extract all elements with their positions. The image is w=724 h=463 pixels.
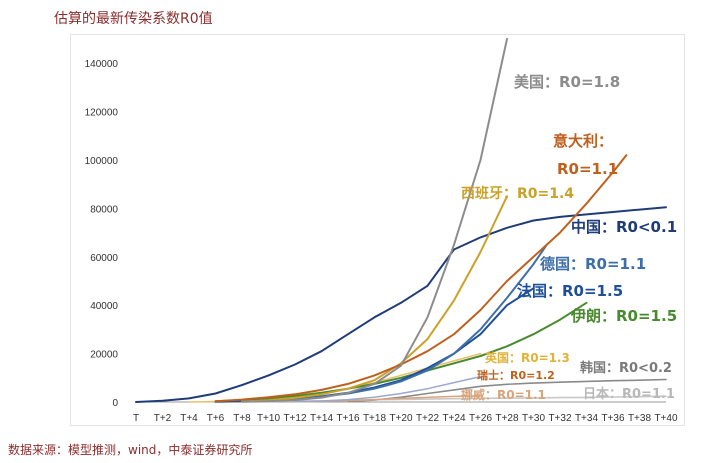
- x-tick-label: T+4: [180, 413, 198, 424]
- series-annotation: 意大利：: [553, 132, 613, 150]
- x-tick-label: T+10: [257, 413, 281, 424]
- x-tick-label: T+36: [601, 413, 625, 424]
- axis-layer: 0 20000 40000 60000 80000 100000 120000 140000 T…: [85, 59, 678, 424]
- x-tick-label: T+12: [283, 413, 307, 424]
- series-line: [347, 378, 667, 403]
- x-tick-label: T+34: [575, 413, 599, 424]
- x-tick-label: T+22: [416, 413, 440, 424]
- y-tick-label: 20000: [90, 350, 118, 361]
- y-tick-label: 140000: [85, 59, 119, 70]
- series-annotation: 韩国：R0<0.2: [580, 360, 672, 376]
- x-tick-label: T+20: [389, 413, 413, 424]
- y-tick-label: 120000: [85, 108, 119, 119]
- y-tick-label: 100000: [85, 156, 119, 167]
- series-annotation: 西班牙：R0=1.4: [461, 185, 574, 202]
- x-tick-label: T+38: [628, 413, 652, 424]
- series-annotation: 法国：R0=1.5: [517, 282, 623, 300]
- series-line: [241, 195, 508, 403]
- x-tick-label: T: [133, 413, 139, 424]
- chart-frame: [70, 34, 685, 426]
- series-line: [294, 375, 482, 403]
- series-annotation: 挪威：R0=1.1: [461, 387, 546, 402]
- label-layer: 美国：R0=1.8 意大利： R0=1.1 西班牙：R0=1.4 中国：R0<0.1 德国…: [461, 73, 677, 402]
- series-annotation: 瑞士：R0=1.2: [477, 368, 555, 382]
- page-title: 估算的最新传染系数R0值: [54, 11, 213, 27]
- x-tick-label: T+30: [522, 413, 546, 424]
- x-tick-label: T+40: [654, 413, 678, 424]
- x-tick-label: T+8: [233, 413, 251, 424]
- y-tick-label: 60000: [90, 253, 118, 264]
- series-annotation: 日本：R0=1.1: [583, 386, 675, 402]
- series-line: [241, 38, 508, 403]
- x-tick-label: T+18: [363, 413, 387, 424]
- y-tick-label: 0: [112, 398, 118, 409]
- x-tick-label: T+16: [336, 413, 360, 424]
- x-tick-label: T+28: [495, 413, 519, 424]
- series-annotation: 德国：R0=1.1: [540, 255, 646, 273]
- x-tick-label: T+14: [310, 413, 334, 424]
- source-note: 数据来源：模型推测，wind，中泰证券研究所: [8, 443, 253, 457]
- x-tick-label: T+26: [469, 413, 493, 424]
- series-annotation: 美国：R0=1.8: [514, 73, 620, 91]
- series-annotation: 伊朗：R0=1.5: [570, 307, 677, 325]
- x-tick-label: T+2: [154, 413, 172, 424]
- series-layer: [135, 38, 667, 403]
- y-tick-label: 80000: [90, 204, 118, 215]
- series-line: [214, 301, 588, 403]
- series-line: [214, 154, 628, 403]
- x-tick-label: T+32: [548, 413, 572, 424]
- series-annotation: 英国：R0=1.3: [485, 350, 570, 365]
- series-line: [135, 206, 667, 403]
- series-annotation: R0=1.1: [557, 160, 618, 178]
- x-tick-label: T+6: [207, 413, 225, 424]
- x-tick-label: T+24: [442, 413, 466, 424]
- y-tick-label: 40000: [90, 301, 118, 312]
- series-annotation: 中国：R0<0.1: [571, 218, 677, 236]
